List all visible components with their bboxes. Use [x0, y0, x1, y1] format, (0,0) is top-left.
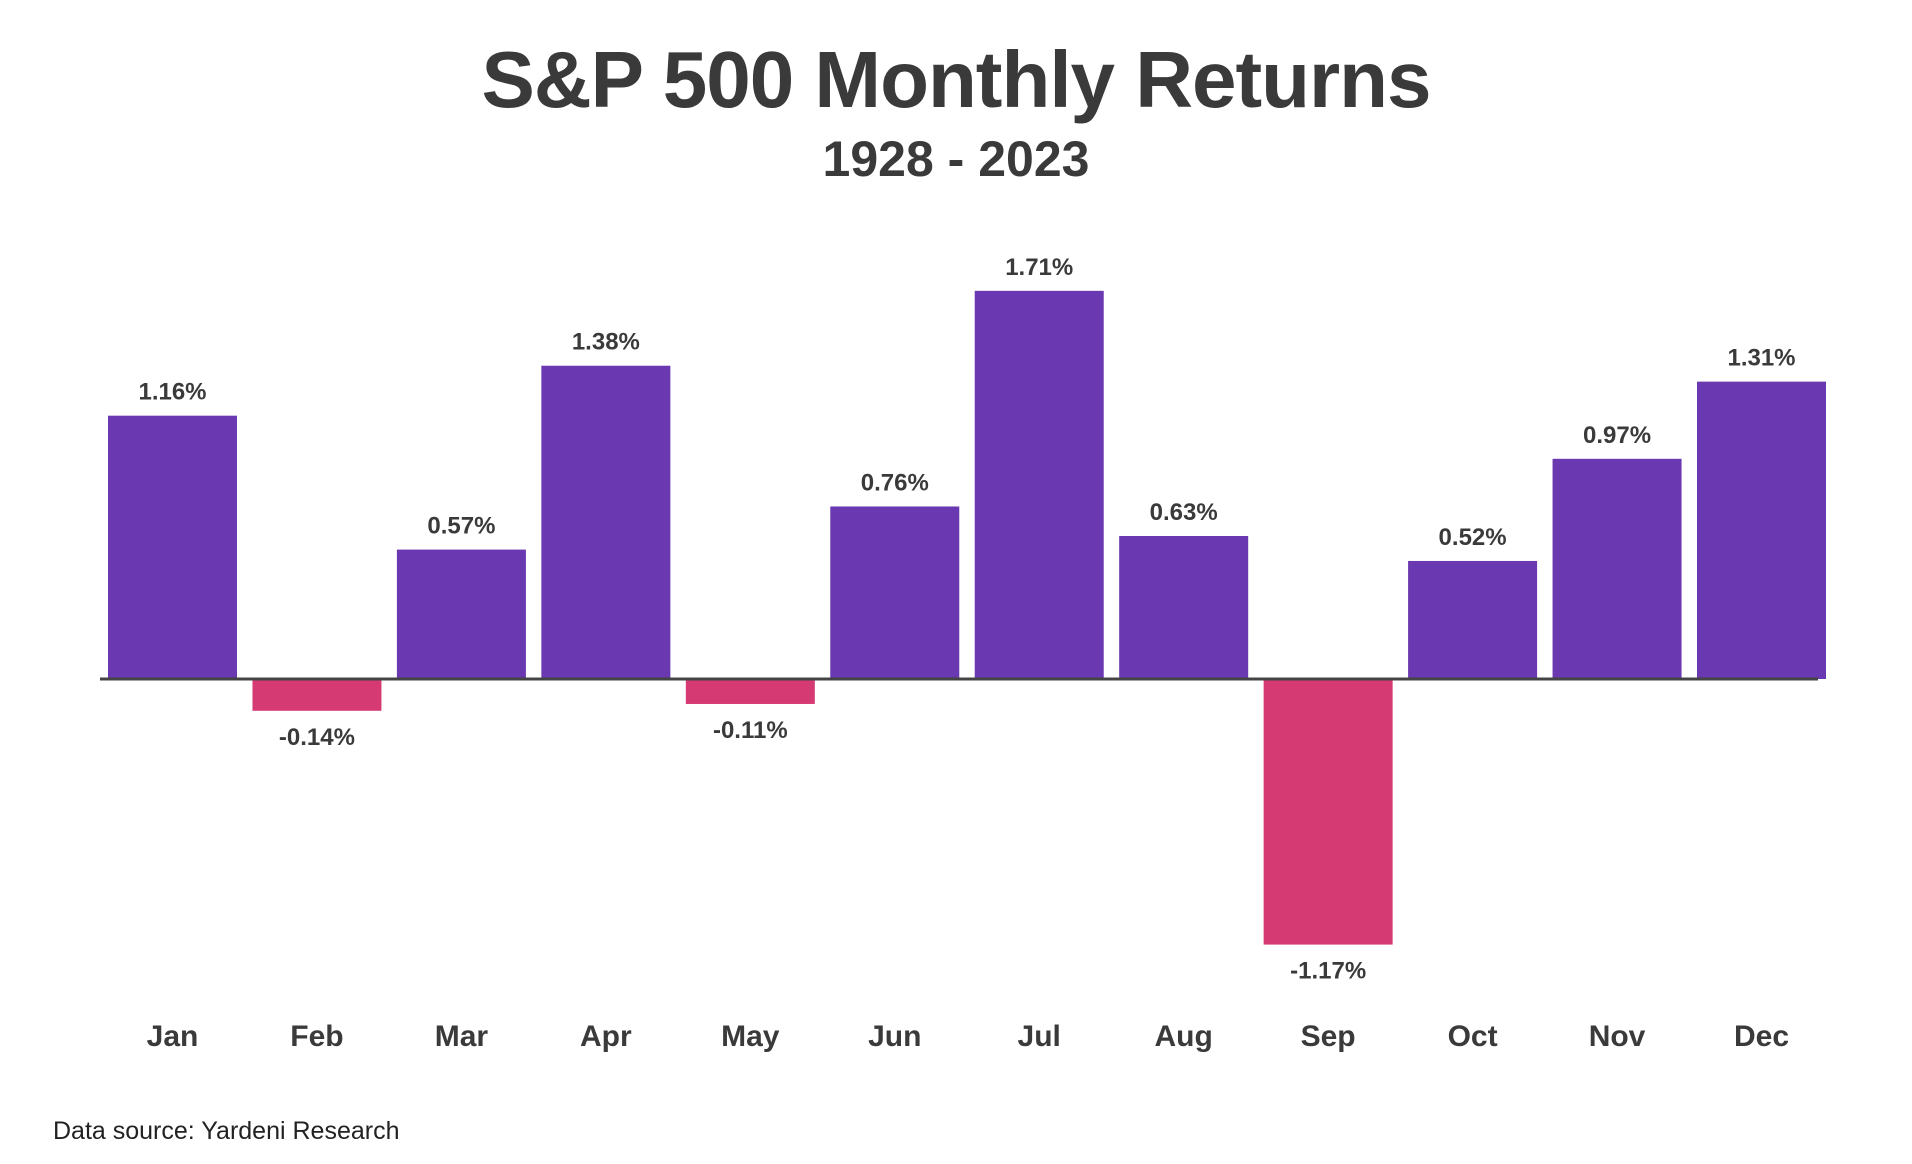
- category-label-apr: Apr: [580, 1020, 632, 1053]
- category-label-sep: Sep: [1301, 1020, 1356, 1053]
- value-label-sep: -1.17%: [1290, 958, 1366, 985]
- value-label-oct: 0.52%: [1439, 524, 1507, 551]
- category-label-may: May: [721, 1020, 780, 1053]
- bar-sep: [1263, 679, 1393, 945]
- bar-apr: [541, 365, 671, 679]
- bar-jan: [108, 415, 237, 679]
- value-label-feb: -0.14%: [279, 724, 355, 751]
- bar-mar: [396, 549, 526, 679]
- value-label-may: -0.11%: [713, 717, 788, 744]
- category-label-jun: Jun: [868, 1020, 921, 1053]
- value-label-jan: 1.16%: [138, 379, 206, 406]
- category-label-oct: Oct: [1448, 1020, 1498, 1053]
- category-label-mar: Mar: [435, 1020, 489, 1053]
- bar-jun: [830, 506, 960, 679]
- data-source-note: Data source: Yardeni Research: [53, 1117, 400, 1145]
- value-label-aug: 0.63%: [1150, 499, 1218, 526]
- value-label-jul: 1.71%: [1005, 254, 1073, 281]
- category-label-dec: Dec: [1734, 1020, 1789, 1053]
- chart-title: S&P 500 Monthly Returns: [481, 35, 1431, 124]
- value-label-nov: 0.97%: [1583, 422, 1651, 449]
- value-label-dec: 1.31%: [1727, 345, 1795, 372]
- bar-aug: [1119, 535, 1249, 679]
- bar-nov: [1552, 458, 1682, 679]
- labels-layer: 1.16% Jan -0.14% Feb 0.57% Mar 1.38% Apr -0.11% M…: [138, 254, 1795, 1053]
- bar-feb: [252, 679, 382, 711]
- chart-subtitle: 1928 - 2023: [822, 131, 1090, 187]
- bars-layer: [108, 290, 1826, 945]
- bar-dec: [1697, 381, 1826, 679]
- category-label-nov: Nov: [1589, 1020, 1646, 1053]
- category-label-feb: Feb: [290, 1020, 343, 1053]
- category-label-aug: Aug: [1155, 1020, 1213, 1053]
- bar-oct: [1408, 560, 1538, 679]
- bar-may: [685, 679, 815, 704]
- category-label-jul: Jul: [1018, 1020, 1061, 1053]
- value-label-apr: 1.38%: [572, 329, 640, 356]
- value-label-mar: 0.57%: [427, 513, 495, 540]
- value-label-jun: 0.76%: [861, 469, 929, 496]
- bar-jul: [974, 290, 1104, 679]
- category-label-jan: Jan: [147, 1020, 199, 1053]
